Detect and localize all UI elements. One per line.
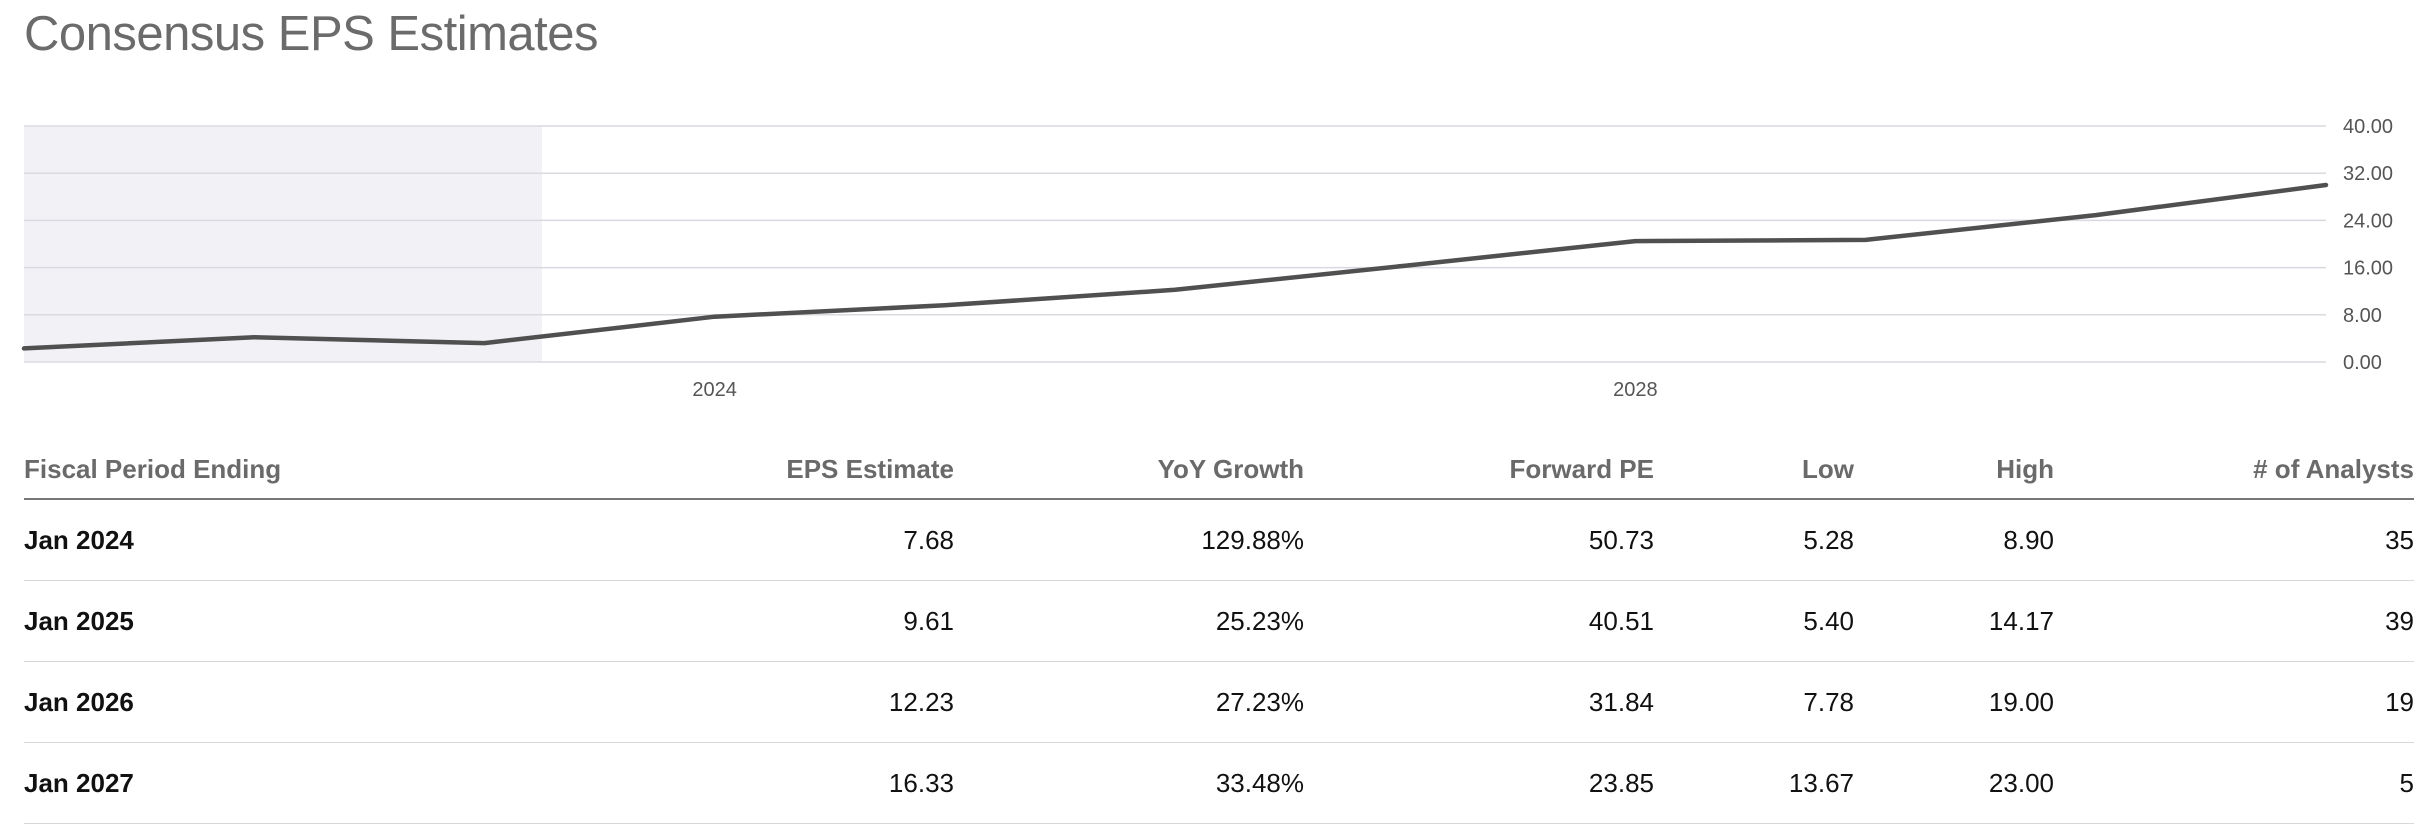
analysts-cell: 19 (2054, 661, 2414, 743)
eps-estimate-cell: 16.33 (504, 742, 954, 824)
low-cell: 13.67 (1654, 742, 1854, 824)
column-header-forward-pe[interactable]: Forward PE (1304, 440, 1654, 500)
table-row: Jan 2024 7.68 129.88% 50.73 5.28 8.90 35 (24, 499, 2414, 581)
low-cell: 5.28 (1654, 499, 1854, 581)
eps-series-line (21, 182, 2329, 351)
forward-pe-cell: 50.73 (1304, 499, 1654, 581)
x-tick-label: 2024 (692, 379, 737, 401)
x-tick-label: 2028 (1613, 379, 1658, 401)
period-cell: Jan 2026 (24, 661, 504, 743)
table-header-row: Fiscal Period Ending EPS Estimate YoY Gr… (24, 440, 2414, 500)
eps-estimate-cell: 9.61 (504, 580, 954, 662)
column-header-eps-estimate[interactable]: EPS Estimate (504, 440, 954, 500)
forward-pe-cell: 23.85 (1304, 742, 1654, 824)
y-tick-label: 24.00 (2343, 210, 2393, 232)
high-cell: 8.90 (1854, 499, 2054, 581)
table-row: Jan 2025 9.61 25.23% 40.51 5.40 14.17 39 (24, 580, 2414, 662)
y-tick-label: 40.00 (2343, 116, 2393, 138)
analysts-cell: 39 (2054, 580, 2414, 662)
low-cell: 5.40 (1654, 580, 1854, 662)
forward-pe-cell: 40.51 (1304, 580, 1654, 662)
y-tick-label: 0.00 (2343, 352, 2382, 374)
high-cell: 23.00 (1854, 742, 2054, 824)
chart-title: Consensus EPS Estimates (24, 7, 599, 61)
yoy-growth-cell: 33.48% (954, 742, 1304, 824)
yoy-growth-cell: 129.88% (954, 499, 1304, 581)
period-cell: Jan 2027 (24, 742, 504, 824)
yoy-growth-cell: 27.23% (954, 661, 1304, 743)
column-header-yoy-growth[interactable]: YoY Growth (954, 440, 1304, 500)
table-row: Jan 2026 12.23 27.23% 31.84 7.78 19.00 1… (24, 661, 2414, 743)
yoy-growth-cell: 25.23% (954, 580, 1304, 662)
column-header-period[interactable]: Fiscal Period Ending (24, 440, 504, 500)
low-cell: 7.78 (1654, 661, 1854, 743)
table-row: Jan 2027 16.33 33.48% 23.85 13.67 23.00 … (24, 742, 2414, 824)
y-tick-label: 32.00 (2343, 163, 2393, 185)
eps-estimates-table: Fiscal Period Ending EPS Estimate YoY Gr… (24, 440, 2414, 824)
y-tick-label: 8.00 (2343, 305, 2382, 327)
eps-estimate-cell: 12.23 (504, 661, 954, 743)
analysts-cell: 5 (2054, 742, 2414, 824)
column-header-high[interactable]: High (1854, 440, 2054, 500)
analysts-cell: 35 (2054, 499, 2414, 581)
history-shade (24, 126, 542, 362)
eps-line-chart: 40.00 32.00 24.00 16.00 8.00 0.00 2024 2028 (21, 116, 2393, 401)
forward-pe-cell: 31.84 (1304, 661, 1654, 743)
y-tick-label: 16.00 (2343, 258, 2393, 280)
period-cell: Jan 2024 (24, 499, 504, 581)
high-cell: 19.00 (1854, 661, 2054, 743)
eps-estimate-cell: 7.68 (504, 499, 954, 581)
column-header-analysts[interactable]: # of Analysts (2054, 440, 2414, 500)
period-cell: Jan 2025 (24, 580, 504, 662)
high-cell: 14.17 (1854, 580, 2054, 662)
column-header-low[interactable]: Low (1654, 440, 1854, 500)
